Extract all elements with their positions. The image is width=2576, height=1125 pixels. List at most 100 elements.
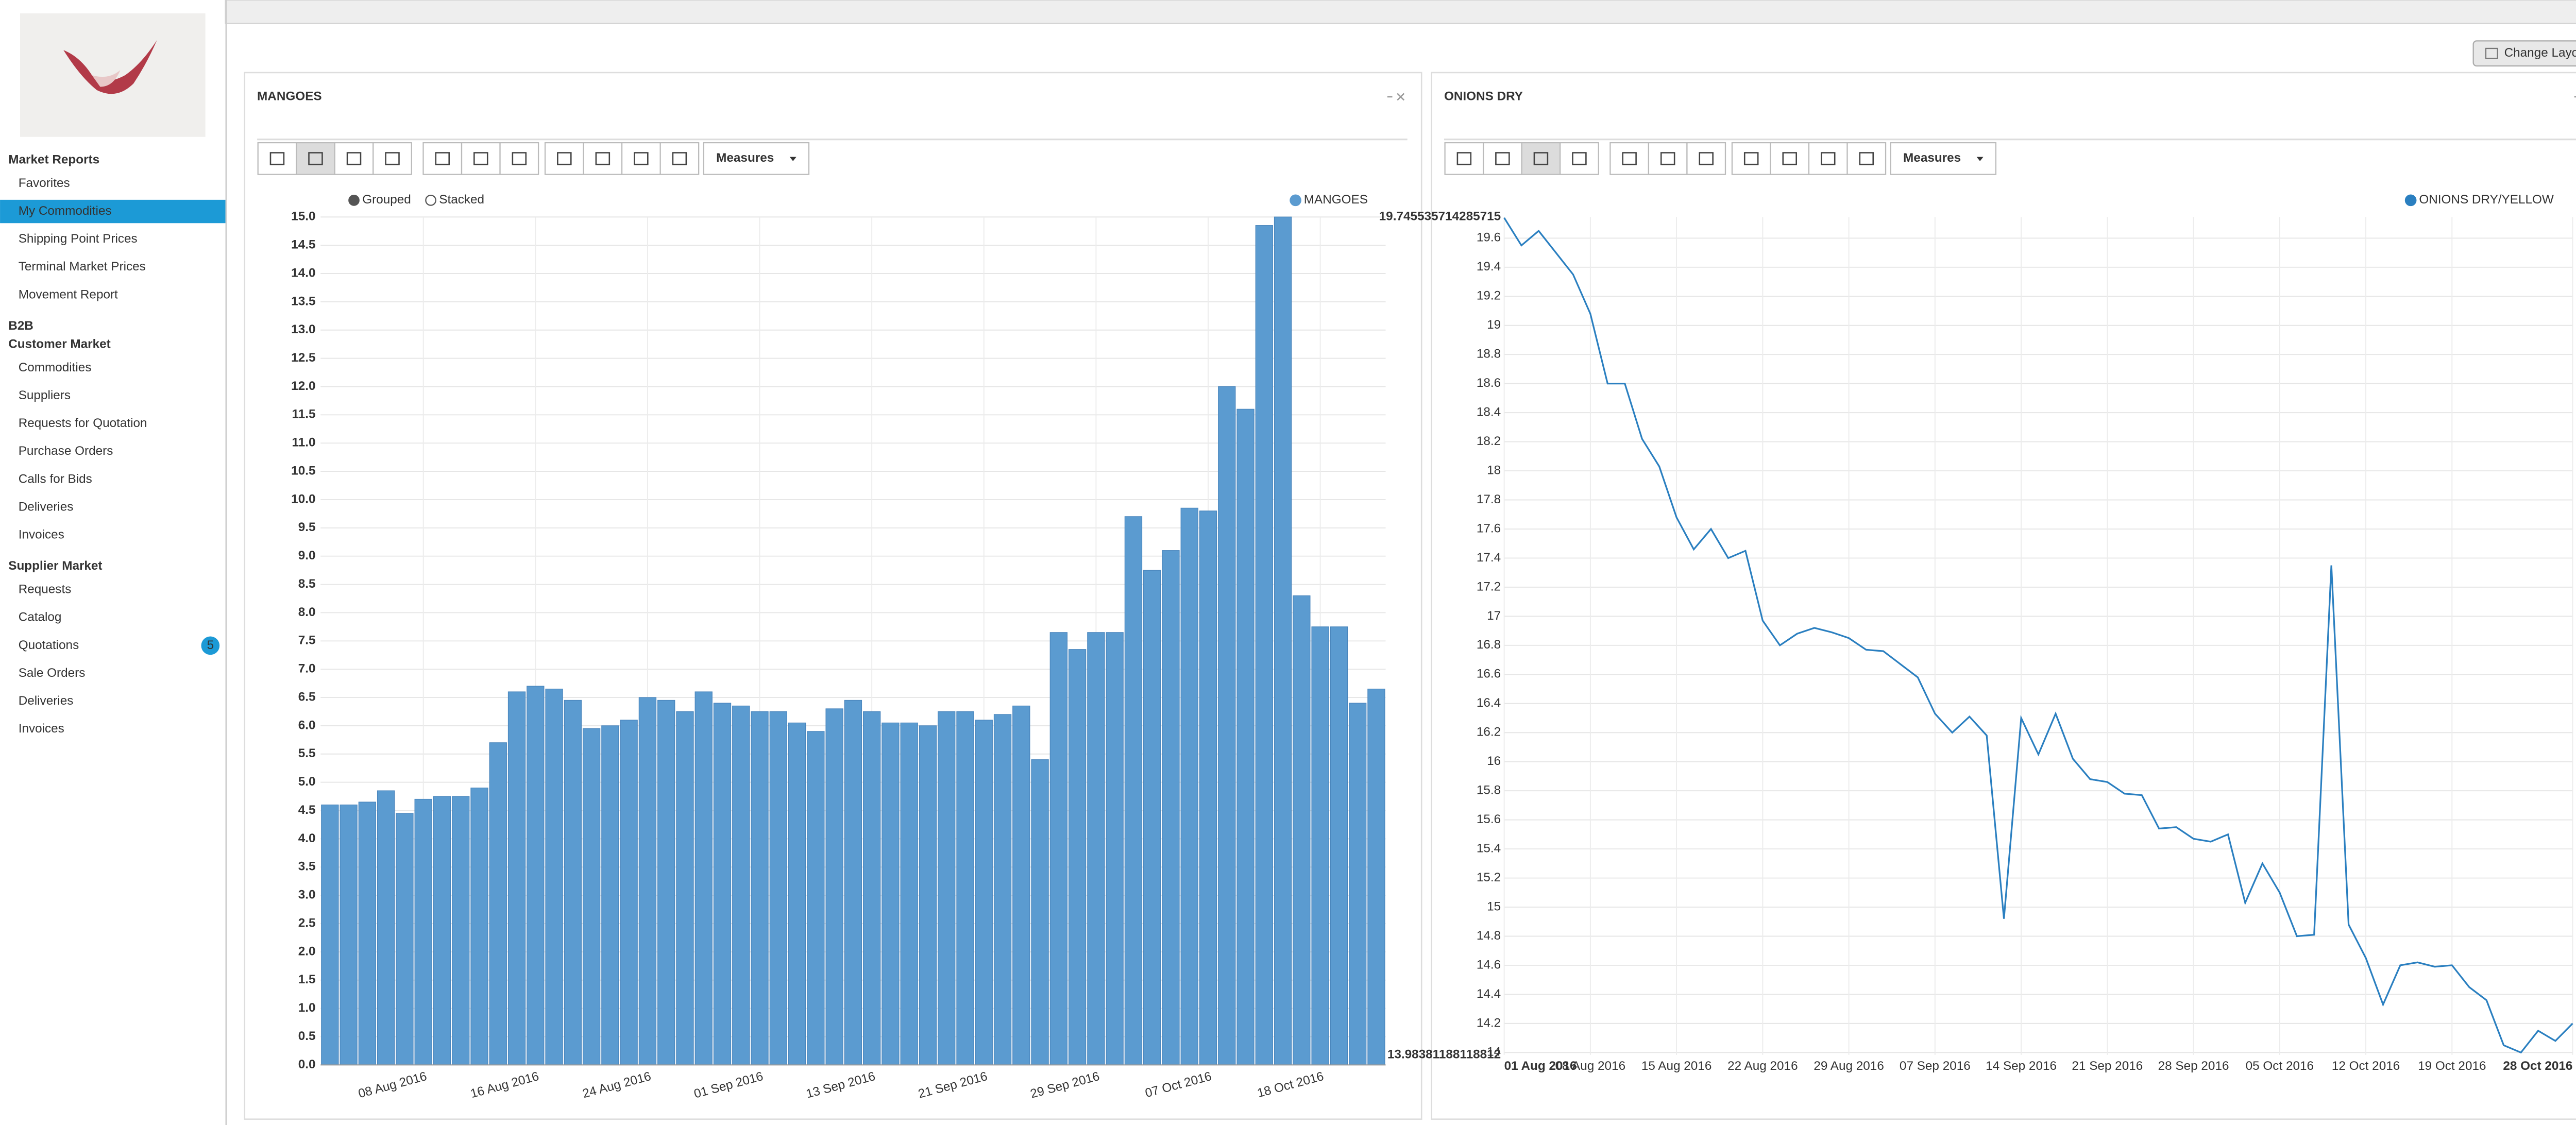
- bar: [489, 742, 507, 1065]
- nav-link[interactable]: Terminal Market Prices: [19, 260, 146, 274]
- toolbar-button[interactable]: [499, 142, 539, 175]
- toolbar-button[interactable]: [1770, 142, 1810, 175]
- toolbar-button[interactable]: [544, 142, 584, 175]
- toolbar-button[interactable]: [461, 142, 501, 175]
- toolbar-button[interactable]: [1521, 142, 1561, 175]
- bar: [751, 711, 769, 1065]
- y-tick-label: 1.0: [298, 1001, 316, 1015]
- x-tick-label: 28 Oct 2016: [2503, 1059, 2572, 1073]
- toolbar-button[interactable]: [1482, 142, 1522, 175]
- bar: [507, 691, 526, 1065]
- button-icon: [1495, 152, 1510, 165]
- logo-shape: [92, 70, 121, 87]
- y-tick-label: 9.5: [298, 520, 316, 534]
- button-frame: [1648, 142, 1688, 175]
- bar: [919, 725, 937, 1065]
- button-icon: [269, 152, 285, 165]
- nav-link[interactable]: Suppliers: [19, 388, 71, 402]
- x-tick-label: 08 Aug 2016: [1555, 1059, 1625, 1073]
- nav-link[interactable]: Shipping Point Prices: [19, 232, 138, 246]
- button-frame: [621, 142, 661, 175]
- button-frame: [544, 142, 584, 175]
- toolbar-button[interactable]: [1609, 142, 1650, 175]
- toolbar-button[interactable]: [422, 142, 463, 175]
- x-tick-label: 28 Sep 2016: [2158, 1059, 2229, 1073]
- toolbar-button[interactable]: [1648, 142, 1688, 175]
- bar: [1106, 632, 1124, 1065]
- bar: [470, 787, 488, 1065]
- y-tick-label: 0.0: [298, 1058, 316, 1071]
- toolbar-button[interactable]: [1444, 142, 1484, 175]
- y-tick-label: 14.0: [291, 266, 315, 280]
- bar: [732, 705, 750, 1065]
- bar: [414, 798, 432, 1065]
- bar: [862, 711, 881, 1065]
- nav-link[interactable]: Deliveries: [19, 500, 74, 514]
- button-frame: [2472, 40, 2576, 67]
- y-tick-label: 11.5: [292, 407, 316, 421]
- button-icon: [346, 152, 362, 165]
- nav-link[interactable]: Movement Report: [19, 287, 118, 301]
- button-icon: [308, 152, 323, 165]
- toolbar-button[interactable]: [334, 142, 374, 175]
- nav-link[interactable]: Calls for Bids: [19, 472, 92, 486]
- y-tick-label: 2.5: [298, 916, 316, 930]
- bar: [1068, 649, 1087, 1065]
- y-tick-label: 2.0: [298, 944, 316, 958]
- toolbar-button[interactable]: [257, 142, 297, 175]
- change-layout-button[interactable]: Change Layout: [2472, 40, 2576, 67]
- nav-link[interactable]: Purchase Orders: [19, 444, 113, 458]
- nav-link[interactable]: Quotations: [19, 638, 79, 652]
- toolbar-button[interactable]: [1808, 142, 1848, 175]
- nav-link[interactable]: Favorites: [19, 176, 70, 190]
- bar: [1236, 408, 1255, 1065]
- toolbar-button[interactable]: [372, 142, 412, 175]
- bar: [377, 790, 395, 1065]
- nav-link[interactable]: Invoices: [19, 528, 64, 542]
- button-icon: [473, 152, 488, 165]
- mode-radio[interactable]: [425, 194, 436, 206]
- nav-link[interactable]: Requests for Quotation: [19, 416, 147, 430]
- nav-link[interactable]: Sale Orders: [19, 666, 86, 680]
- bar: [1124, 516, 1143, 1065]
- button-icon: [557, 152, 572, 165]
- y-tick-label: 5.5: [298, 746, 316, 760]
- bar: [993, 714, 1012, 1065]
- toolbar-button[interactable]: [1846, 142, 1887, 175]
- bar: [601, 725, 619, 1065]
- nav-link[interactable]: Commodities: [19, 361, 92, 374]
- toolbar-button[interactable]: [659, 142, 700, 175]
- mode-radio[interactable]: [348, 194, 360, 206]
- measures-button[interactable]: Measures: [703, 142, 810, 175]
- toolbar-button[interactable]: [1686, 142, 1726, 175]
- x-tick-label: 15 Aug 2016: [1641, 1059, 1711, 1073]
- bar: [900, 722, 918, 1065]
- panel-frame: [1431, 72, 2576, 1120]
- y-tick-label: 17.2: [1477, 579, 1501, 593]
- measures-button[interactable]: Measures: [1890, 142, 1997, 175]
- bar: [1012, 705, 1030, 1065]
- x-tick-label: 07 Sep 2016: [1900, 1059, 1971, 1073]
- bar: [694, 691, 713, 1065]
- toolbar-button[interactable]: [583, 142, 623, 175]
- y-tick-label: 14: [1487, 1045, 1501, 1059]
- line-series: [1503, 217, 2573, 1054]
- y-min-label: 13.98381188118812: [1387, 1047, 1501, 1061]
- close-icon[interactable]: [1397, 93, 1405, 101]
- x-tick-label: 05 Oct 2016: [2246, 1059, 2314, 1073]
- nav-link[interactable]: My Commodities: [19, 204, 112, 218]
- nav-link[interactable]: Catalog: [19, 610, 62, 624]
- bar: [1255, 225, 1273, 1065]
- nav-link[interactable]: Invoices: [19, 722, 64, 736]
- nav-link[interactable]: Requests: [19, 583, 72, 596]
- toolbar-button[interactable]: [296, 142, 335, 175]
- toolbar-button[interactable]: [1731, 142, 1771, 175]
- y-tick-label: 9.0: [298, 549, 316, 562]
- button-frame: [1444, 142, 1484, 175]
- toolbar-button[interactable]: [1560, 142, 1599, 175]
- toolbar-button[interactable]: [621, 142, 661, 175]
- nav-link[interactable]: Deliveries: [19, 694, 74, 708]
- panel-title: ONIONS DRY: [1444, 89, 1523, 103]
- button-icon: [595, 152, 611, 165]
- mode-label: Stacked: [439, 193, 484, 207]
